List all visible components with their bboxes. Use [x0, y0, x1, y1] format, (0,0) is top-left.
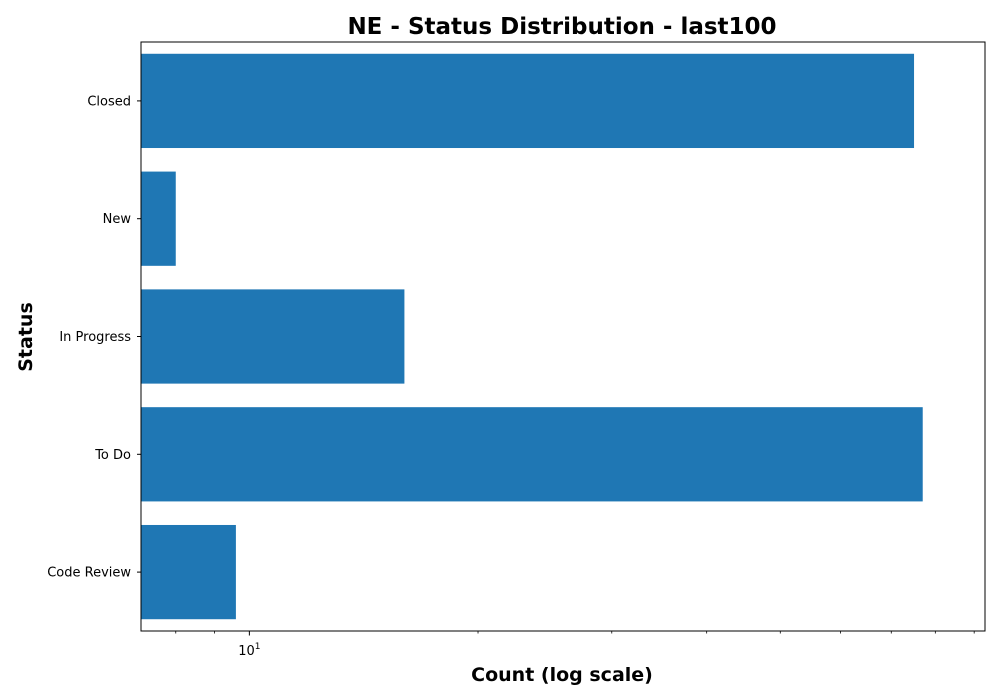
bars-layer — [141, 53, 923, 620]
y-tick-label-new: New — [103, 212, 132, 227]
y-axis-label: Status — [15, 302, 37, 372]
bar-closed — [141, 53, 915, 149]
bar-code-review — [141, 524, 236, 620]
y-tick-label-to-do: To Do — [94, 448, 131, 463]
x-tick-label: 101 — [238, 642, 260, 659]
bar-to-do — [141, 407, 923, 502]
bar-new — [141, 171, 176, 266]
bar-in-progress — [141, 289, 405, 384]
x-axis-label: Count (log scale) — [471, 664, 653, 686]
plot-frame — [140, 41, 986, 632]
y-tick-label-in-progress: In Progress — [59, 330, 131, 345]
y-tick-label-closed: Closed — [87, 94, 131, 109]
ticks-layer: Closed New In Progress To Do Code Review 101 — [47, 94, 975, 659]
y-tick-label-code-review: Code Review — [47, 566, 131, 581]
chart-title: NE - Status Distribution - last100 — [347, 14, 776, 40]
